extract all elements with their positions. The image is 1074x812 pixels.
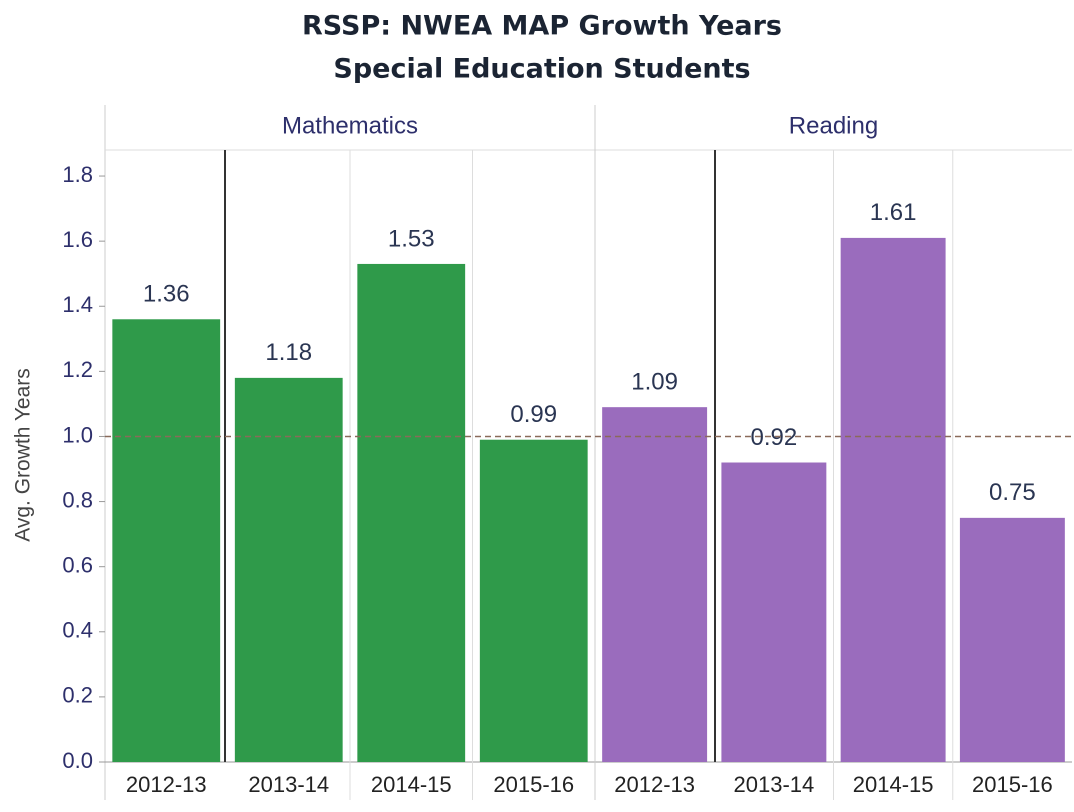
y-tick-label: 1.4 <box>62 292 93 317</box>
data-label: 1.09 <box>631 369 678 396</box>
x-tick-label: 2012-13 <box>614 772 695 797</box>
x-tick-label: 2015-16 <box>972 772 1053 797</box>
bar <box>479 439 588 762</box>
data-label: 0.92 <box>751 424 798 451</box>
y-tick-label: 0.0 <box>62 748 93 773</box>
data-label: 1.61 <box>870 199 917 226</box>
panel-label: Reading <box>789 112 878 139</box>
y-tick-label: 0.2 <box>62 683 93 708</box>
bar <box>721 462 827 762</box>
data-label: 1.36 <box>143 281 190 308</box>
data-label: 1.53 <box>388 225 435 252</box>
bar <box>112 319 221 762</box>
y-tick-label: 0.4 <box>62 618 93 643</box>
bar <box>602 407 708 762</box>
x-tick-label: 2014-15 <box>371 772 452 797</box>
data-label: 0.99 <box>510 401 557 428</box>
bar <box>234 377 343 762</box>
y-tick-label: 1.0 <box>62 422 93 447</box>
bar <box>959 517 1065 762</box>
y-tick-label: 1.8 <box>62 162 93 187</box>
y-tick-label: 0.6 <box>62 552 93 577</box>
x-tick-label: 2012-13 <box>126 772 207 797</box>
x-tick-label: 2014-15 <box>853 772 934 797</box>
chart-subtitle: Special Education Students <box>333 54 750 85</box>
bar <box>357 263 466 762</box>
x-tick-label: 2013-14 <box>248 772 329 797</box>
chart-title: RSSP: NWEA MAP Growth Years <box>302 11 782 42</box>
y-tick-label: 1.2 <box>62 357 93 382</box>
data-label: 0.75 <box>989 479 1036 506</box>
x-tick-label: 2013-14 <box>734 772 815 797</box>
y-axis-label: Avg. Growth Years <box>12 368 35 542</box>
y-tick-label: 0.8 <box>62 487 93 512</box>
x-tick-label: 2015-16 <box>493 772 574 797</box>
data-label: 1.18 <box>265 339 312 366</box>
bar <box>840 237 946 762</box>
y-tick-label: 1.6 <box>62 227 93 252</box>
panel-label: Mathematics <box>282 112 418 139</box>
